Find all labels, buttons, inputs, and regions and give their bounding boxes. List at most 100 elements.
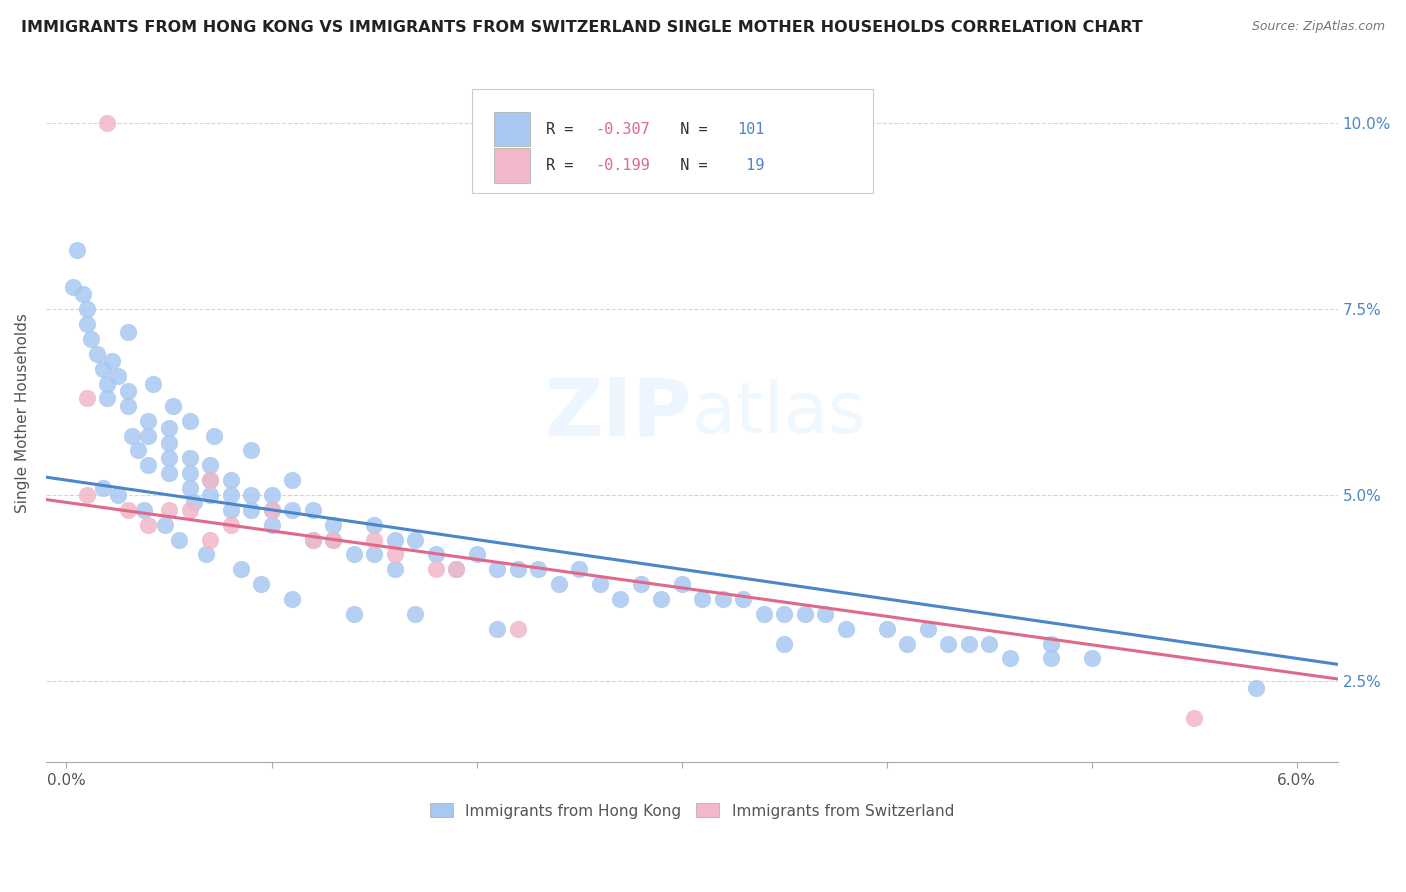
Point bbox=[650, 592, 672, 607]
Point bbox=[260, 503, 283, 517]
Point bbox=[219, 488, 242, 502]
Text: atlas: atlas bbox=[692, 379, 866, 448]
Point bbox=[301, 533, 323, 547]
Point bbox=[384, 548, 406, 562]
FancyBboxPatch shape bbox=[495, 148, 530, 183]
Text: 101: 101 bbox=[737, 121, 765, 136]
Point bbox=[250, 577, 273, 591]
Point bbox=[444, 562, 467, 576]
Text: Source: ZipAtlas.com: Source: ZipAtlas.com bbox=[1251, 20, 1385, 33]
Point bbox=[506, 622, 529, 636]
Point bbox=[773, 607, 796, 621]
Point bbox=[117, 399, 139, 413]
Point bbox=[162, 399, 184, 413]
Point bbox=[1039, 651, 1062, 665]
Point bbox=[117, 384, 139, 398]
Point bbox=[80, 332, 103, 346]
Point bbox=[240, 488, 263, 502]
Point bbox=[547, 577, 569, 591]
Point bbox=[609, 592, 631, 607]
Point bbox=[134, 503, 156, 517]
Point bbox=[1039, 636, 1062, 650]
Point bbox=[465, 548, 488, 562]
Point bbox=[384, 562, 406, 576]
Point bbox=[384, 533, 406, 547]
Point bbox=[198, 488, 221, 502]
Point bbox=[142, 376, 165, 391]
Point bbox=[96, 392, 118, 406]
Point bbox=[117, 325, 139, 339]
Text: ZIP: ZIP bbox=[544, 375, 692, 452]
Point bbox=[179, 481, 201, 495]
Point bbox=[240, 503, 263, 517]
Point bbox=[157, 421, 180, 435]
Point bbox=[1080, 651, 1102, 665]
Point bbox=[568, 562, 591, 576]
Point bbox=[527, 562, 550, 576]
Point bbox=[138, 517, 160, 532]
Point bbox=[486, 622, 509, 636]
Point bbox=[425, 548, 447, 562]
Point bbox=[93, 481, 115, 495]
FancyBboxPatch shape bbox=[495, 112, 530, 146]
Point bbox=[444, 562, 467, 576]
Point bbox=[711, 592, 734, 607]
Point bbox=[814, 607, 837, 621]
Point bbox=[281, 592, 304, 607]
Point bbox=[127, 443, 149, 458]
Point bbox=[86, 347, 108, 361]
Point bbox=[96, 116, 118, 130]
Point bbox=[281, 503, 304, 517]
Point bbox=[793, 607, 815, 621]
Point bbox=[138, 458, 160, 473]
Text: R =: R = bbox=[546, 121, 582, 136]
Point bbox=[198, 473, 221, 487]
Point bbox=[260, 503, 283, 517]
Text: N =: N = bbox=[662, 121, 717, 136]
Point bbox=[363, 533, 385, 547]
Point bbox=[998, 651, 1021, 665]
Point bbox=[179, 450, 201, 465]
Point bbox=[198, 533, 221, 547]
Text: -0.307: -0.307 bbox=[595, 121, 650, 136]
Text: R =: R = bbox=[546, 158, 582, 173]
Point bbox=[121, 428, 143, 442]
FancyBboxPatch shape bbox=[472, 88, 873, 194]
Point bbox=[179, 414, 201, 428]
Point bbox=[404, 607, 426, 621]
Point bbox=[76, 488, 98, 502]
Point bbox=[957, 636, 980, 650]
Point bbox=[153, 517, 176, 532]
Point bbox=[281, 473, 304, 487]
Point bbox=[260, 488, 283, 502]
Legend: Immigrants from Hong Kong, Immigrants from Switzerland: Immigrants from Hong Kong, Immigrants fr… bbox=[423, 797, 960, 824]
Point bbox=[342, 607, 364, 621]
Point bbox=[773, 636, 796, 650]
Text: 19: 19 bbox=[737, 158, 765, 173]
Point bbox=[630, 577, 652, 591]
Point bbox=[93, 361, 115, 376]
Point bbox=[138, 414, 160, 428]
Point bbox=[936, 636, 959, 650]
Text: N =: N = bbox=[662, 158, 717, 173]
Point bbox=[979, 636, 1001, 650]
Point bbox=[834, 622, 856, 636]
Point bbox=[117, 503, 139, 517]
Point bbox=[198, 473, 221, 487]
Point bbox=[240, 443, 263, 458]
Point bbox=[157, 503, 180, 517]
Text: IMMIGRANTS FROM HONG KONG VS IMMIGRANTS FROM SWITZERLAND SINGLE MOTHER HOUSEHOLD: IMMIGRANTS FROM HONG KONG VS IMMIGRANTS … bbox=[21, 20, 1143, 35]
Point bbox=[1244, 681, 1267, 695]
Y-axis label: Single Mother Households: Single Mother Households bbox=[15, 313, 30, 513]
Point bbox=[363, 517, 385, 532]
Point bbox=[157, 466, 180, 480]
Point bbox=[404, 533, 426, 547]
Text: -0.199: -0.199 bbox=[595, 158, 650, 173]
Point bbox=[486, 562, 509, 576]
Point bbox=[167, 533, 190, 547]
Point bbox=[62, 280, 84, 294]
Point bbox=[690, 592, 713, 607]
Point bbox=[198, 458, 221, 473]
Point bbox=[179, 503, 201, 517]
Point bbox=[96, 376, 118, 391]
